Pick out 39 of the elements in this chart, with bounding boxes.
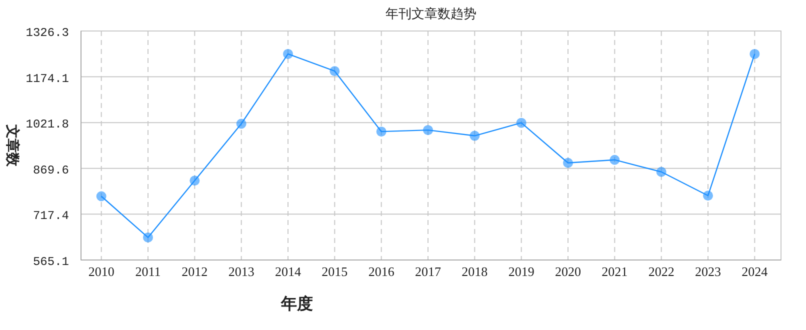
y-tick-label: 1326.3	[26, 26, 69, 40]
point	[143, 232, 153, 242]
point	[236, 118, 246, 129]
x-tick-label: 2022	[648, 264, 674, 279]
x-tick-label: 2018	[462, 264, 488, 279]
x-tick-label: 2017	[415, 264, 442, 279]
point	[563, 158, 573, 168]
point	[190, 176, 200, 186]
point	[470, 130, 480, 141]
y-tick-label: 717.4	[32, 209, 69, 224]
point	[656, 166, 666, 177]
y-tick-label: 1174.1	[26, 72, 69, 86]
point	[423, 125, 433, 136]
point	[750, 48, 760, 59]
x-tick-label: 2021	[602, 264, 628, 279]
y-tick-label: 1021.8	[26, 118, 69, 132]
x-tick-label: 2012	[182, 264, 208, 279]
point	[283, 48, 293, 59]
y-tick-label: 565.1	[32, 255, 69, 269]
x-tick-label: 2014	[275, 264, 302, 279]
point	[516, 118, 526, 128]
x-tick-label: 2023	[695, 264, 721, 279]
x-tick-label: 2019	[508, 264, 534, 279]
x-axis-title: 年度	[280, 294, 313, 313]
y-tick-label: 869.6	[32, 163, 69, 178]
point	[610, 154, 620, 165]
point	[96, 191, 106, 202]
x-tick-label: 2016	[368, 264, 395, 279]
point	[376, 126, 386, 137]
chart-title: 年刊文章数趋势	[386, 6, 476, 21]
point	[703, 190, 713, 201]
x-tick-label: 2024	[742, 264, 768, 279]
x-tick-label: 2020	[555, 264, 581, 279]
y-axis-title: 文章数	[4, 124, 21, 168]
x-tick-label: 2015	[322, 264, 348, 279]
point	[330, 66, 340, 76]
x-tick-label: 2011	[135, 264, 161, 279]
x-tick-label: 2010	[88, 264, 114, 279]
x-tick-label: 2013	[228, 264, 254, 279]
